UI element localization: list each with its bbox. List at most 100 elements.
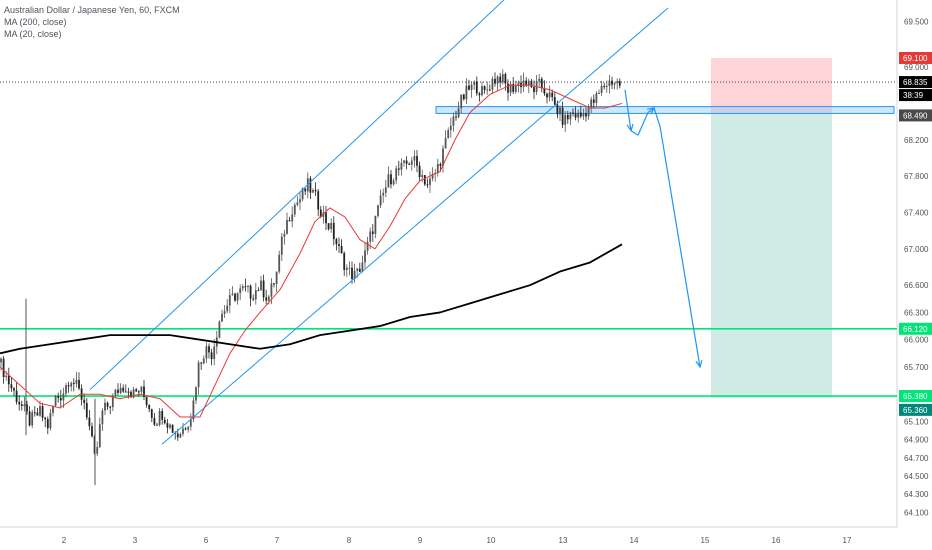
candle-body [239, 288, 242, 293]
candle-body [296, 202, 299, 205]
candle-body [119, 387, 122, 393]
candle-body [46, 419, 49, 429]
candle-body [114, 389, 117, 396]
candle-body [522, 80, 525, 88]
candle-body [109, 406, 112, 408]
candle-body [13, 388, 15, 391]
candle-body [587, 107, 590, 117]
candle-body [236, 292, 239, 301]
candle-body [481, 86, 483, 96]
candle-body [163, 419, 166, 424]
candle-body [260, 280, 262, 291]
candle-body [517, 82, 520, 86]
candle-body [143, 386, 145, 397]
legend-ma200[interactable]: MA (200, close) [4, 17, 67, 27]
candle-body [18, 401, 21, 405]
candle-body [364, 250, 366, 263]
y-tick-label: 66.600 [904, 281, 929, 290]
candle-body [449, 125, 452, 131]
y-tick-label: 67.800 [904, 172, 929, 181]
current-price-tag-bg [899, 76, 932, 89]
candle-body [111, 395, 114, 408]
candle-body [582, 113, 585, 117]
ma200-line [0, 243, 623, 355]
candle-body [184, 428, 187, 430]
candle-body [598, 92, 600, 94]
candle-body [218, 321, 221, 338]
candle-body [444, 138, 447, 149]
x-tick-label: 6 [204, 536, 209, 545]
candle-body [15, 390, 18, 402]
candle-body [460, 94, 463, 109]
x-tick-label: 9 [418, 536, 423, 545]
candle-body [200, 362, 203, 364]
candle-body [249, 285, 252, 299]
candle-body [312, 189, 314, 193]
candle-body [130, 391, 132, 398]
candle-body [270, 283, 273, 297]
candle-body [572, 112, 574, 114]
candle-body [462, 94, 465, 100]
arrowhead-2 [647, 107, 656, 115]
candle-body [267, 296, 270, 301]
x-tick-label: 10 [487, 536, 496, 545]
candle-body [299, 199, 301, 203]
legend-ma20[interactable]: MA (20, close) [4, 29, 62, 39]
y-tick-label: 65.100 [904, 417, 929, 426]
candle-body [577, 112, 580, 118]
candle-body [369, 231, 372, 242]
candle-body [10, 384, 13, 389]
zone-price-tag: 68.490 [903, 111, 928, 120]
candle-body [26, 404, 28, 412]
support-low-tag: 65.380 [903, 392, 928, 401]
candle-body [156, 424, 158, 426]
candle-body [301, 188, 304, 200]
candle-body [473, 81, 476, 85]
candle-body [252, 298, 255, 300]
candle-body [605, 85, 608, 87]
candle-body [208, 346, 210, 353]
candle-body [335, 239, 338, 245]
ma20-line [0, 84, 623, 418]
candle-body [179, 433, 182, 438]
candle-body [611, 80, 613, 85]
candle-body [374, 215, 377, 234]
candle-body [408, 163, 411, 165]
candle-body [106, 402, 109, 407]
candle-body [247, 285, 249, 287]
projection-arrow-2 [637, 107, 655, 136]
candle-body [590, 99, 593, 108]
candle-body [205, 346, 208, 359]
candle-body [148, 404, 151, 410]
candle-body [395, 168, 398, 181]
candle-body [273, 283, 275, 285]
y-tick-label: 66.300 [904, 308, 929, 317]
candle-body [244, 286, 247, 288]
candle-body [228, 295, 231, 306]
target-price-tag: 65.360 [903, 406, 928, 415]
candle-body [72, 383, 75, 385]
candle-body [2, 358, 5, 378]
x-tick-label: 7 [275, 536, 280, 545]
candle-body [75, 379, 78, 384]
countdown-tag: 38:39 [903, 91, 924, 100]
candle-body [507, 83, 509, 93]
candle-body [392, 180, 395, 185]
lines-layer [0, 0, 703, 445]
stop-price-tag: 69.100 [903, 54, 928, 63]
candle-body [527, 80, 530, 86]
candle-body [23, 404, 26, 407]
candle-body [452, 116, 455, 126]
candle-body [501, 74, 504, 83]
candle-body [603, 85, 606, 87]
candle-body [585, 113, 587, 117]
candle-body [288, 220, 291, 222]
candle-body [379, 195, 382, 206]
candle-body [78, 379, 80, 389]
resistance-zone-box [435, 106, 895, 114]
zone-price-tag-bg [899, 109, 932, 122]
candle-body [221, 313, 223, 322]
candle-body [353, 270, 356, 279]
candle-body [371, 231, 374, 234]
